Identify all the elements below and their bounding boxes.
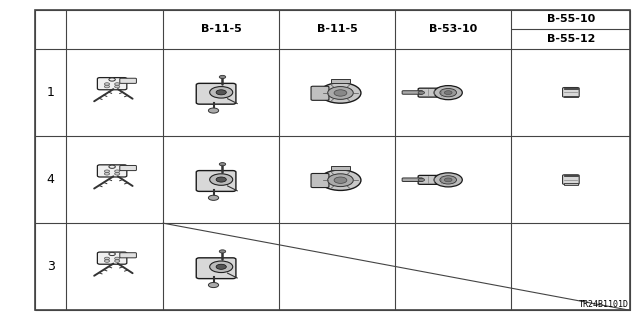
- Bar: [331, 79, 350, 83]
- Circle shape: [220, 75, 226, 78]
- Circle shape: [109, 165, 115, 168]
- Circle shape: [209, 108, 219, 113]
- Circle shape: [109, 252, 115, 256]
- Circle shape: [334, 177, 347, 183]
- Circle shape: [115, 170, 120, 172]
- Circle shape: [210, 174, 233, 185]
- Circle shape: [320, 83, 361, 103]
- Circle shape: [440, 176, 456, 184]
- Circle shape: [216, 264, 227, 269]
- Text: B-53-10: B-53-10: [429, 24, 477, 34]
- FancyBboxPatch shape: [402, 91, 422, 94]
- Circle shape: [115, 85, 120, 88]
- Circle shape: [220, 163, 226, 166]
- Text: B-55-10: B-55-10: [547, 14, 595, 24]
- Circle shape: [440, 88, 456, 97]
- FancyBboxPatch shape: [418, 88, 449, 97]
- Bar: [229, 262, 234, 265]
- Circle shape: [115, 83, 120, 85]
- FancyBboxPatch shape: [97, 165, 127, 177]
- Circle shape: [418, 91, 424, 94]
- Text: B-55-12: B-55-12: [547, 34, 595, 44]
- Bar: [564, 183, 578, 185]
- FancyBboxPatch shape: [311, 173, 329, 188]
- Circle shape: [115, 172, 120, 175]
- FancyBboxPatch shape: [402, 178, 422, 181]
- Text: 4: 4: [47, 173, 54, 186]
- Circle shape: [418, 178, 424, 181]
- Bar: [564, 87, 578, 89]
- Circle shape: [334, 90, 347, 96]
- FancyBboxPatch shape: [120, 78, 136, 83]
- Bar: [564, 175, 578, 176]
- Circle shape: [434, 173, 462, 187]
- FancyBboxPatch shape: [196, 258, 236, 279]
- FancyBboxPatch shape: [563, 175, 579, 184]
- Circle shape: [328, 86, 353, 99]
- Text: B-11-5: B-11-5: [201, 24, 241, 34]
- Circle shape: [104, 260, 109, 262]
- FancyBboxPatch shape: [196, 83, 236, 104]
- FancyBboxPatch shape: [418, 175, 449, 184]
- FancyBboxPatch shape: [120, 253, 136, 258]
- Text: 3: 3: [47, 260, 54, 273]
- Bar: [331, 166, 350, 170]
- FancyBboxPatch shape: [97, 252, 127, 264]
- Circle shape: [444, 91, 452, 94]
- Circle shape: [115, 257, 120, 260]
- Bar: [196, 175, 201, 178]
- Circle shape: [444, 178, 452, 182]
- Circle shape: [320, 170, 361, 190]
- FancyBboxPatch shape: [563, 87, 579, 97]
- FancyBboxPatch shape: [97, 77, 127, 90]
- Text: 1: 1: [47, 86, 54, 99]
- Circle shape: [104, 170, 109, 172]
- Circle shape: [109, 78, 115, 81]
- Circle shape: [209, 195, 219, 200]
- Circle shape: [216, 177, 227, 182]
- Circle shape: [210, 261, 233, 273]
- Bar: [229, 175, 234, 178]
- Text: TR24B1101D: TR24B1101D: [579, 300, 629, 309]
- Circle shape: [104, 83, 109, 85]
- Circle shape: [104, 257, 109, 260]
- Circle shape: [220, 250, 226, 253]
- Circle shape: [210, 86, 233, 98]
- Bar: [229, 88, 234, 90]
- Circle shape: [115, 260, 120, 262]
- Circle shape: [104, 85, 109, 88]
- Bar: [196, 262, 201, 265]
- Bar: [564, 96, 578, 97]
- Bar: [196, 88, 201, 90]
- Circle shape: [104, 172, 109, 175]
- Text: B-11-5: B-11-5: [317, 24, 358, 34]
- FancyBboxPatch shape: [120, 165, 136, 171]
- Circle shape: [328, 174, 353, 187]
- Circle shape: [209, 283, 219, 288]
- FancyBboxPatch shape: [311, 86, 329, 100]
- Circle shape: [434, 85, 462, 100]
- FancyBboxPatch shape: [196, 171, 236, 191]
- Circle shape: [216, 90, 227, 95]
